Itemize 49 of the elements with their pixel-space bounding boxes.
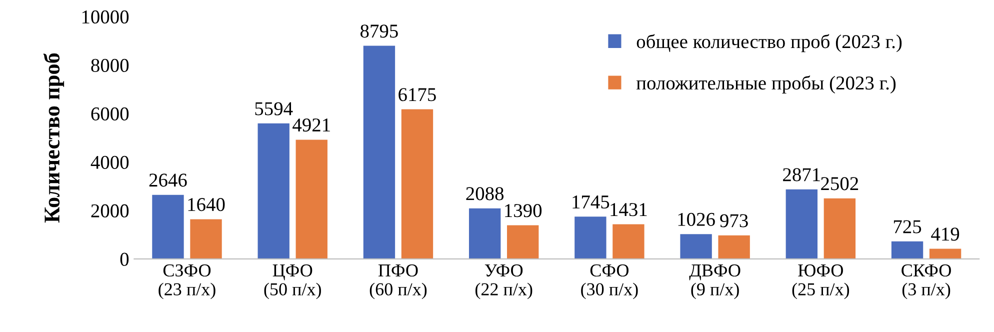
data-label: 1640 (188, 198, 225, 212)
x-tick-label: СКФО (3 п/х) (902, 264, 951, 300)
data-label: 1026 (678, 212, 715, 226)
bar (612, 224, 644, 259)
bar (258, 123, 290, 259)
data-label: 5594 (255, 102, 293, 116)
x-tick-label: ПФО (60 п/х) (370, 264, 427, 300)
y-tick-label: 2000 (91, 204, 129, 218)
legend-label: общее количество проб (2023 г.) (636, 34, 902, 52)
bar (680, 234, 712, 259)
data-label: 2871 (783, 168, 820, 182)
data-label: 2646 (149, 174, 187, 187)
x-tick-label: СЗФО (23 п/х) (158, 264, 216, 300)
bar (363, 46, 396, 259)
data-label: 2502 (821, 177, 858, 190)
y-tick-label: 6000 (91, 107, 129, 120)
bar (786, 189, 818, 259)
x-tick-label: УФО (22 п/х) (475, 264, 532, 300)
data-label: 4921 (292, 118, 330, 132)
bar (574, 216, 606, 259)
bar (190, 219, 222, 259)
bar (296, 140, 328, 259)
y-tick-label: 4000 (90, 156, 129, 169)
data-label: 419 (931, 228, 960, 241)
data-label: 8795 (360, 24, 398, 38)
x-tick-label: ЮФО (25 п/х) (792, 264, 850, 300)
y-axis-title: Количество проб (43, 53, 64, 223)
bar (824, 198, 856, 259)
bar (468, 208, 501, 259)
data-label: 1431 (610, 203, 647, 216)
bar (891, 241, 924, 259)
bar (507, 225, 539, 259)
x-tick-label: СФО (30 п/х) (581, 264, 638, 300)
data-label: 6175 (398, 88, 436, 102)
bar (152, 194, 184, 259)
data-label: 973 (720, 214, 748, 228)
legend-label: положительные пробы (2023 г.) (636, 75, 896, 94)
bar (718, 235, 750, 259)
data-label: 2088 (466, 187, 504, 200)
data-label: 725 (894, 220, 922, 234)
y-tick-label: 10000 (82, 10, 129, 24)
bar (401, 109, 434, 259)
bar (929, 248, 962, 259)
y-tick-label: 8000 (91, 58, 129, 72)
data-label: 1745 (572, 196, 610, 209)
data-label: 1390 (505, 204, 542, 218)
x-tick-label: ДВФО (9 п/х) (689, 264, 740, 300)
y-tick-label: 0 (120, 252, 129, 266)
x-tick-label: ЦФО (50 п/х) (264, 264, 321, 300)
